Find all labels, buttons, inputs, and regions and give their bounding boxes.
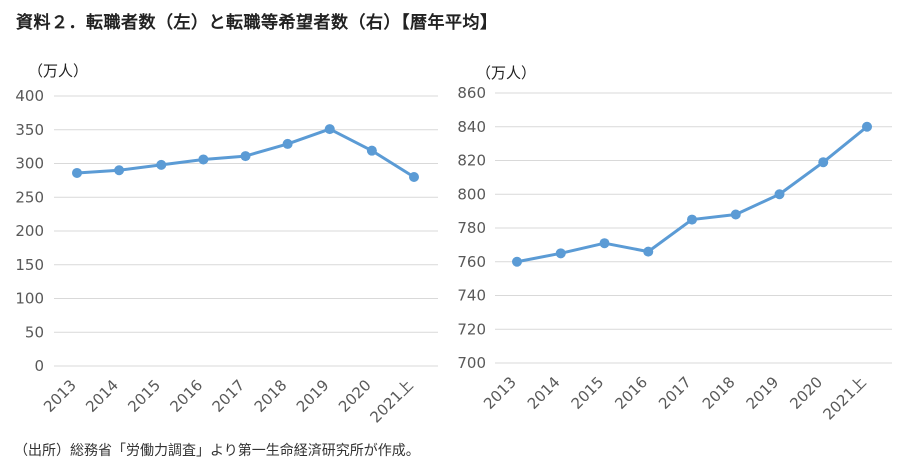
data-point	[114, 165, 125, 176]
data-point	[862, 121, 872, 132]
y-tick-label: 300	[15, 155, 44, 173]
y-tick-label: 50	[25, 323, 44, 341]
y-tick-label: 780	[457, 219, 486, 237]
x-tick-label: 2020	[786, 373, 826, 413]
data-point	[687, 214, 697, 225]
y-tick-label: 840	[457, 118, 486, 136]
x-tick-label: 2021上	[819, 373, 869, 423]
y-axis-unit-label: （万人）	[476, 64, 536, 82]
data-point	[512, 256, 522, 267]
data-point	[643, 246, 654, 257]
x-tick-label: 2020	[335, 376, 375, 416]
x-tick-label: 2017	[209, 376, 249, 416]
x-tick-label: 2015	[568, 373, 608, 413]
y-tick-label: 350	[15, 121, 44, 139]
y-axis-unit-label: （万人）	[28, 62, 88, 80]
data-point	[156, 159, 167, 170]
y-tick-label: 760	[457, 253, 486, 271]
x-tick-label: 2016	[166, 376, 206, 416]
y-tick-label: 820	[457, 152, 486, 170]
x-tick-label: 2014	[82, 376, 122, 416]
y-tick-label: 800	[457, 185, 486, 203]
data-point	[555, 248, 566, 259]
y-tick-label: 860	[457, 84, 486, 102]
y-tick-label: 720	[457, 320, 486, 338]
data-point	[72, 167, 82, 178]
data-point	[198, 154, 209, 165]
y-tick-label: 0	[34, 357, 44, 375]
data-point	[409, 172, 419, 182]
data-point	[324, 124, 335, 135]
y-tick-label: 150	[15, 256, 44, 274]
x-tick-label: 2015	[124, 376, 164, 416]
x-tick-label: 2017	[655, 373, 695, 413]
data-point	[366, 145, 377, 156]
data-point	[599, 238, 610, 249]
y-tick-label: 250	[15, 188, 44, 206]
data-point	[774, 189, 785, 200]
chart-transferees: （万人） 0 50 100 150 200 250 300 350 400 2013 2014 2015…	[15, 62, 438, 426]
data-point	[282, 138, 293, 149]
x-tick-label: 2016	[611, 373, 651, 413]
x-tick-label: 2013	[480, 373, 520, 413]
y-tick-label: 200	[15, 222, 44, 240]
x-tick-label: 2019	[743, 373, 783, 413]
x-tick-label: 2013	[40, 376, 80, 416]
x-tick-label: 2021上	[366, 376, 416, 426]
y-tick-label: 100	[15, 290, 44, 308]
y-tick-label: 400	[15, 87, 44, 105]
x-tick-label: 2014	[524, 373, 564, 413]
data-point	[818, 157, 829, 168]
x-tick-label: 2018	[699, 373, 739, 413]
x-tick-label: 2019	[293, 376, 333, 416]
page-title: 資料２．転職者数（左）と転職等希望者数（右）【暦年平均】	[16, 13, 498, 33]
data-point	[730, 209, 741, 220]
x-tick-label: 2018	[251, 376, 291, 416]
y-tick-label: 740	[457, 287, 486, 305]
y-tick-label: 700	[457, 354, 486, 372]
source-note: （出所）総務省「労働力調査」より第一生命経済研究所が作成。	[14, 443, 420, 459]
data-point	[240, 151, 251, 162]
